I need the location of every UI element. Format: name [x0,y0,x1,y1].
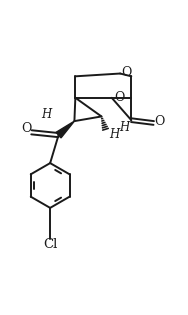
Polygon shape [56,121,74,138]
Text: O: O [121,66,132,79]
Text: Cl: Cl [43,238,57,251]
Text: H: H [41,108,52,121]
Text: H: H [109,128,120,141]
Text: O: O [154,115,164,128]
Text: O: O [22,122,32,135]
Text: H: H [119,121,129,134]
Text: O: O [114,91,124,104]
